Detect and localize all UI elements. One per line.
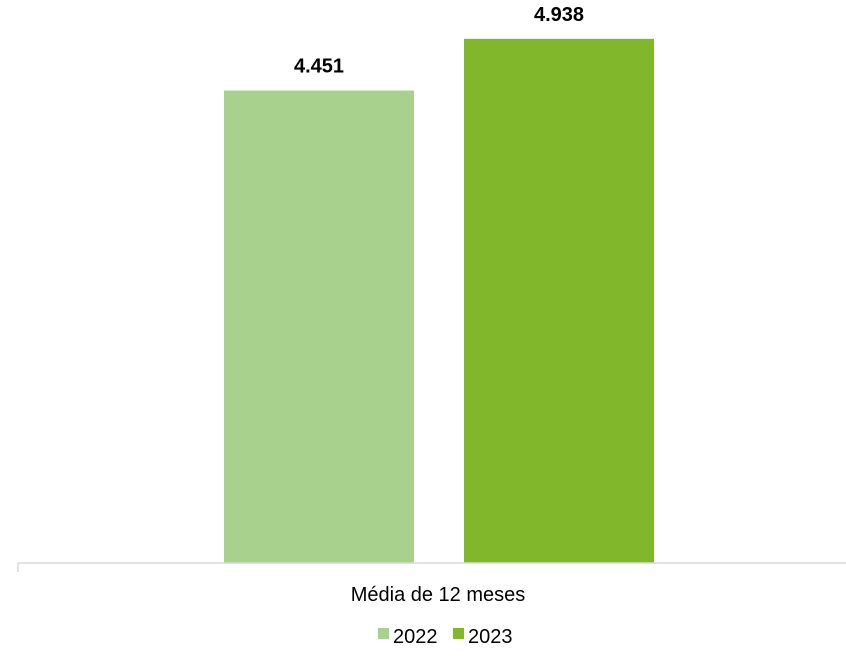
legend-swatch-2023 bbox=[453, 628, 464, 639]
legend-label-2023: 2023 bbox=[468, 626, 513, 648]
bar-2023 bbox=[464, 38, 654, 563]
x-category-label: Média de 12 meses bbox=[351, 584, 526, 606]
legend: 2022 2023 bbox=[378, 626, 513, 648]
legend-label-2022: 2022 bbox=[393, 626, 438, 648]
data-label-2022: 4.451 bbox=[294, 56, 344, 78]
legend-swatch-2022 bbox=[378, 628, 389, 639]
bars-layer bbox=[224, 38, 654, 564]
data-label-2023: 4.938 bbox=[534, 4, 584, 26]
bar-2022 bbox=[224, 90, 414, 564]
data-labels-layer: 4.451 4.938 bbox=[294, 4, 584, 78]
